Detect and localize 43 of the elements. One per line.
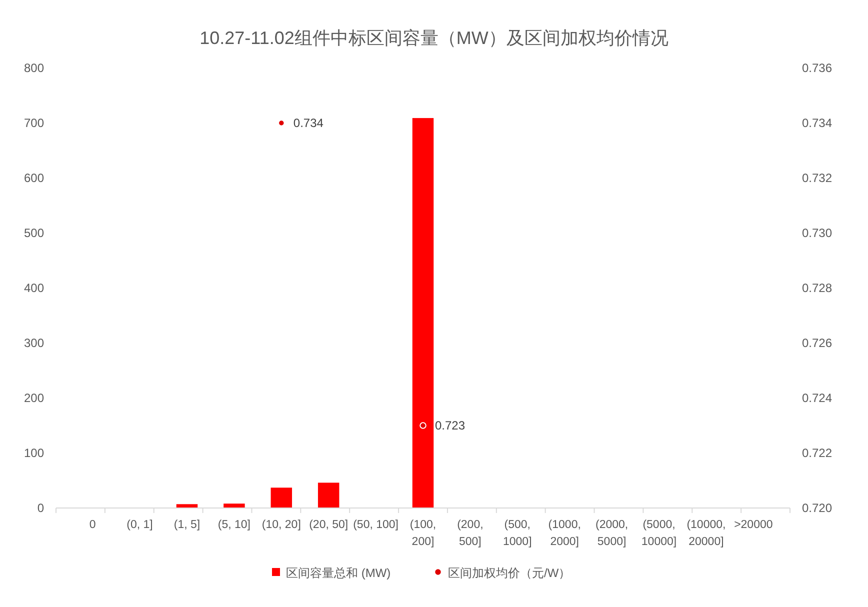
data-label: 0.734 (293, 116, 324, 130)
y2-tick-label: 0.730 (802, 226, 832, 240)
bar (224, 504, 245, 508)
x-tick-label: 0 (89, 519, 96, 531)
bar (270, 488, 292, 508)
y2-tick-label: 0.728 (802, 281, 832, 295)
bar (176, 504, 198, 508)
legend-label: 区间容量总和 (MW) (286, 566, 391, 580)
legend-label: 区间加权均价（元/W） (448, 566, 571, 580)
x-tick-label: (10, 20] (262, 519, 301, 531)
x-tick-label: (20, 50] (309, 519, 348, 531)
y-tick-label: 300 (24, 336, 44, 350)
x-tick-label: (50, 100] (353, 519, 398, 531)
y-tick-label: 500 (24, 226, 44, 240)
y2-tick-label: 0.724 (802, 391, 832, 405)
y-tick-label: 200 (24, 391, 44, 405)
chart-title: 10.27-11.02组件中标区间容量（MW）及区间加权均价情况 (200, 28, 668, 48)
y-tick-label: 800 (24, 61, 44, 75)
y-tick-label: 0 (37, 501, 44, 515)
y2-tick-label: 0.720 (802, 501, 832, 515)
x-tick-label: (100, 200] (410, 519, 436, 548)
x-tick-label: (500, 1000] (503, 519, 532, 548)
x-tick-label: (1, 5] (174, 519, 200, 531)
y2-tick-label: 0.734 (802, 116, 832, 130)
y-tick-label: 600 (24, 171, 44, 185)
x-tick-label: >20000 (734, 519, 773, 531)
y2-tick-label: 0.726 (802, 336, 832, 350)
y-tick-label: 100 (24, 446, 44, 460)
x-tick-label: (5000, 10000] (641, 519, 677, 548)
x-tick-label: (5, 10] (218, 519, 250, 531)
y2-tick-label: 0.736 (802, 61, 832, 75)
data-label: 0.723 (435, 418, 466, 432)
y-tick-label: 400 (24, 281, 44, 295)
x-tick-label: (1000, 2000] (548, 519, 581, 548)
x-tick-label: (0, 1] (126, 519, 153, 531)
bar (318, 482, 340, 508)
bar (412, 118, 434, 508)
x-tick-label: (2000, 5000] (596, 519, 628, 548)
y2-tick-label: 0.732 (802, 171, 832, 185)
x-tick-label: (10000, 20000] (686, 519, 726, 548)
y-tick-label: 700 (24, 116, 44, 130)
y2-tick-label: 0.722 (802, 446, 832, 460)
x-tick-label: (200, 500] (457, 519, 484, 548)
